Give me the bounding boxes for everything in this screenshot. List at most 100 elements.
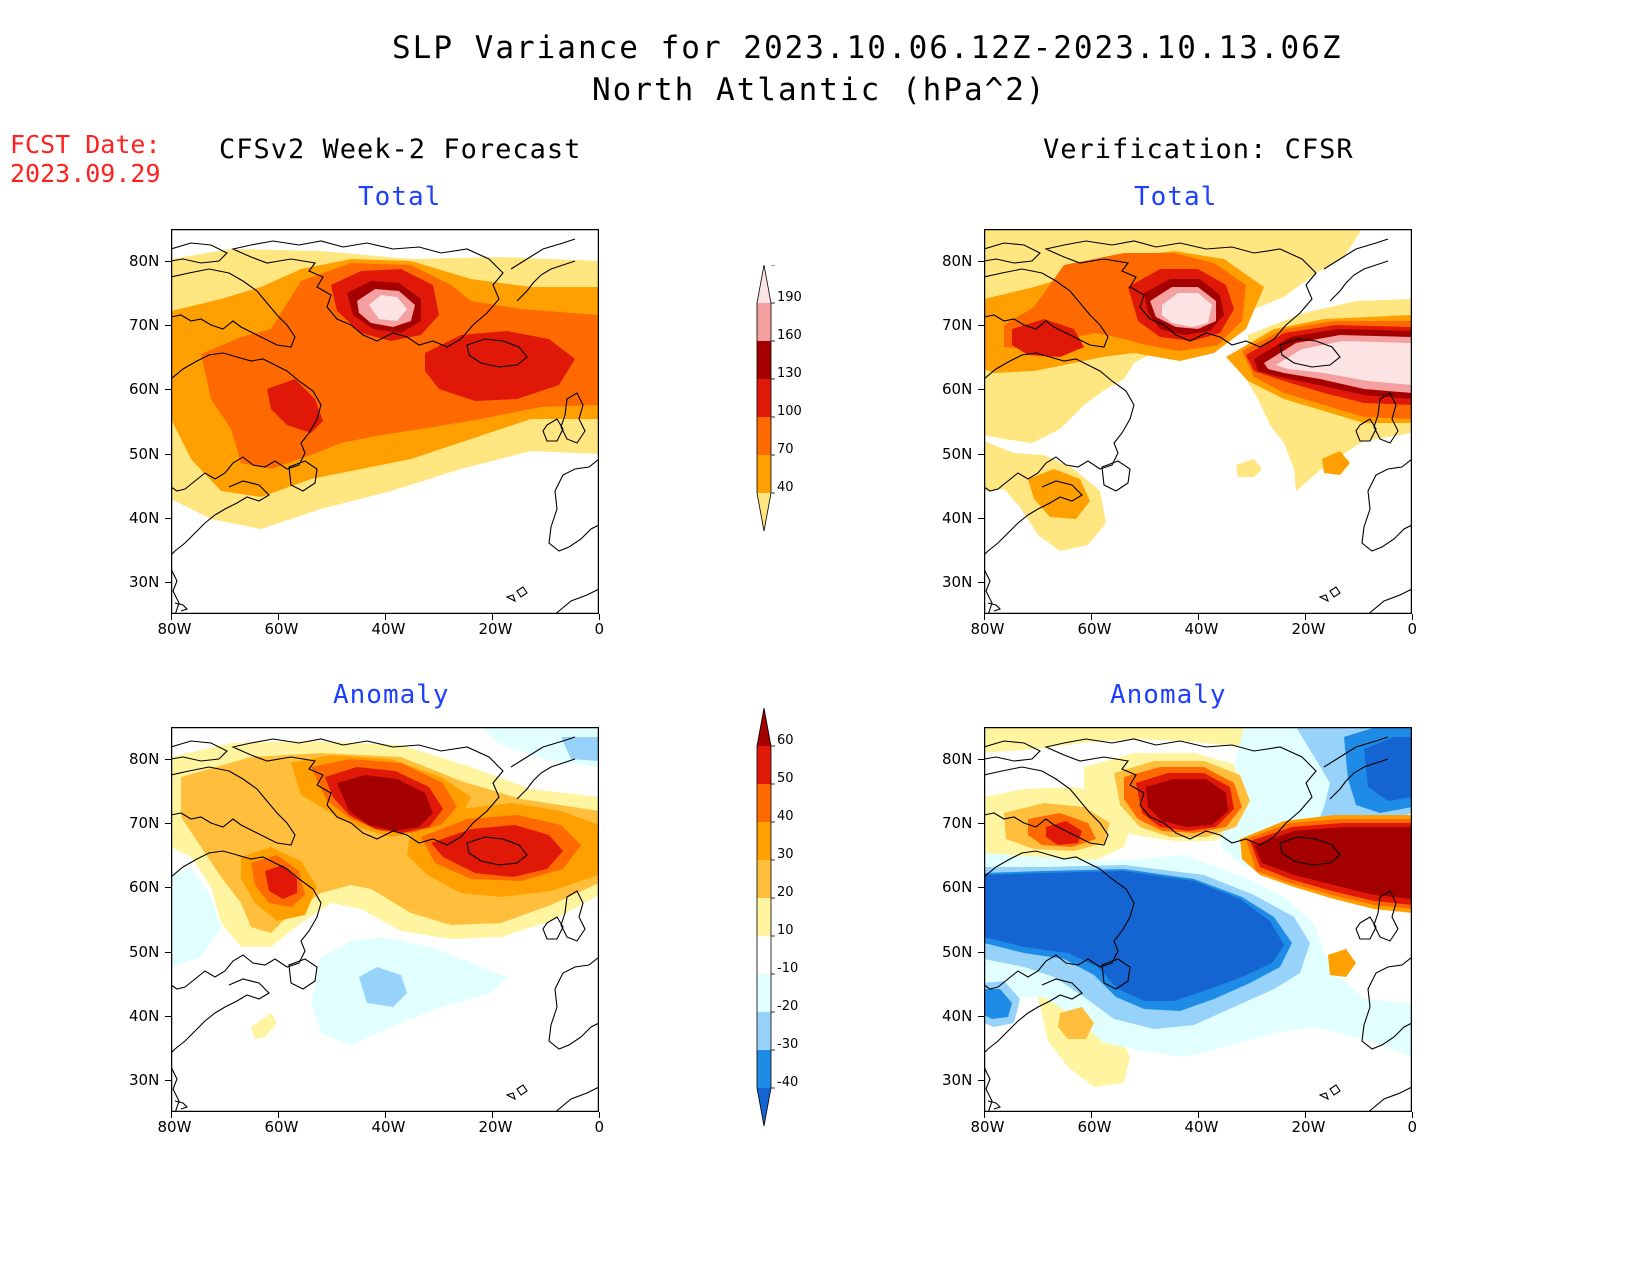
- lon-tick-label: 40W: [1184, 1118, 1219, 1136]
- lat-tick-mark: [165, 759, 171, 761]
- lat-tick-mark: [165, 1015, 171, 1017]
- lon-tick-label: 0: [1407, 1118, 1418, 1136]
- lon-tick-label: 0: [594, 1118, 605, 1136]
- lat-tick-mark: [978, 517, 984, 519]
- forecast-anomaly-title: Anomaly: [333, 680, 450, 710]
- lat-tick-label: 30N: [942, 1070, 973, 1089]
- colorbar-swatch: [757, 822, 771, 860]
- colorbar-level-label: 100: [777, 404, 802, 419]
- lon-tick-mark: [492, 1112, 493, 1118]
- lat-tick-label: 80N: [942, 252, 973, 271]
- colorbar-level-label: 30: [777, 847, 794, 862]
- colorbar-swatch: [757, 1050, 771, 1088]
- lat-tick-label: 70N: [129, 814, 160, 833]
- lat-tick-label: 60N: [129, 380, 160, 399]
- forecast-column-title: CFSv2 Week-2 Forecast: [219, 134, 582, 165]
- colorbar-swatch: [757, 784, 771, 822]
- main-title: SLP Variance for 2023.10.06.12Z-2023.10.…: [392, 30, 1343, 66]
- colorbar-level-label: 160: [777, 328, 802, 343]
- lat-tick-mark: [165, 389, 171, 391]
- lon-tick-mark: [385, 1112, 386, 1118]
- lat-tick-mark: [978, 1015, 984, 1017]
- lon-tick-mark: [1091, 614, 1092, 620]
- colorbar-swatch: [757, 1088, 771, 1126]
- lat-tick-label: 60N: [942, 878, 973, 897]
- lon-tick-label: 20W: [478, 1118, 513, 1136]
- forecast-anomaly-map: [171, 727, 599, 1112]
- lon-tick-mark: [984, 1112, 985, 1118]
- lat-tick-label: 50N: [129, 942, 160, 961]
- colorbar-level-label: 70: [777, 442, 794, 457]
- lat-tick-label: 50N: [942, 444, 973, 463]
- lon-tick-mark: [385, 614, 386, 620]
- lon-tick-mark: [599, 1112, 600, 1118]
- lat-tick-mark: [165, 951, 171, 953]
- lon-tick-label: 60W: [1077, 1118, 1112, 1136]
- colorbar-level-label: -20: [777, 999, 798, 1014]
- lon-tick-mark: [1198, 1112, 1199, 1118]
- lat-tick-mark: [978, 261, 984, 263]
- main-subtitle: North Atlantic (hPa^2): [592, 72, 1047, 108]
- lat-tick-mark: [978, 389, 984, 391]
- colorbar-level-label: 40: [777, 809, 794, 824]
- lon-tick-mark: [171, 614, 172, 620]
- lon-tick-mark: [278, 1112, 279, 1118]
- verification-column-title: Verification: CFSR: [1043, 134, 1354, 165]
- lon-tick-mark: [1412, 614, 1413, 620]
- lat-tick-mark: [978, 823, 984, 825]
- verification-anomaly-title: Anomaly: [1110, 680, 1227, 710]
- colorbar-swatch: [757, 379, 771, 417]
- lat-tick-label: 80N: [129, 750, 160, 769]
- colorbar-level-label: -30: [777, 1037, 798, 1052]
- lat-tick-mark: [165, 1079, 171, 1081]
- lat-tick-label: 80N: [129, 252, 160, 271]
- fcst-date-value: 2023.09.29: [10, 159, 161, 188]
- lon-tick-mark: [278, 614, 279, 620]
- lon-tick-label: 20W: [478, 620, 513, 638]
- lat-tick-label: 40N: [129, 508, 160, 527]
- lat-tick-mark: [978, 581, 984, 583]
- colorbar-level-label: 40: [777, 480, 794, 495]
- colorbar-swatch: [757, 746, 771, 784]
- lon-tick-label: 20W: [1291, 620, 1326, 638]
- lat-tick-label: 40N: [942, 508, 973, 527]
- colorbar-level-label: -10: [777, 961, 798, 976]
- colorbar-swatch: [757, 493, 771, 531]
- colorbar-swatch: [757, 303, 771, 341]
- verification-total-title: Total: [1134, 182, 1218, 212]
- lon-tick-label: 80W: [970, 1118, 1005, 1136]
- lat-tick-label: 80N: [942, 750, 973, 769]
- colorbar-swatch: [757, 898, 771, 936]
- colorbar-swatch: [757, 860, 771, 898]
- colorbar-level-label: 20: [777, 885, 794, 900]
- colorbar-swatch: [757, 265, 771, 303]
- verification-total-map: [984, 229, 1412, 614]
- lat-tick-label: 60N: [129, 878, 160, 897]
- lon-tick-label: 40W: [1184, 620, 1219, 638]
- lat-tick-mark: [165, 887, 171, 889]
- lon-tick-mark: [492, 614, 493, 620]
- colorbar-swatch: [757, 341, 771, 379]
- lat-tick-label: 70N: [942, 814, 973, 833]
- lat-tick-mark: [978, 453, 984, 455]
- lon-tick-label: 20W: [1291, 1118, 1326, 1136]
- lat-tick-mark: [165, 325, 171, 327]
- lat-tick-label: 50N: [942, 942, 973, 961]
- lat-tick-label: 50N: [129, 444, 160, 463]
- colorbar-level-label: 190: [777, 290, 802, 305]
- colorbar-level-label: -40: [777, 1075, 798, 1090]
- colorbar-swatch: [757, 936, 771, 974]
- lat-tick-label: 30N: [129, 572, 160, 591]
- lon-tick-mark: [984, 614, 985, 620]
- lon-tick-label: 60W: [264, 1118, 299, 1136]
- lat-tick-label: 30N: [942, 572, 973, 591]
- lon-tick-mark: [1091, 1112, 1092, 1118]
- colorbar-level-label: 130: [777, 366, 802, 381]
- lat-tick-label: 40N: [129, 1006, 160, 1025]
- lat-tick-mark: [978, 759, 984, 761]
- lon-tick-mark: [1305, 614, 1306, 620]
- lon-tick-mark: [1412, 1112, 1413, 1118]
- lon-tick-label: 80W: [970, 620, 1005, 638]
- lon-tick-label: 80W: [157, 1118, 192, 1136]
- lat-tick-mark: [165, 823, 171, 825]
